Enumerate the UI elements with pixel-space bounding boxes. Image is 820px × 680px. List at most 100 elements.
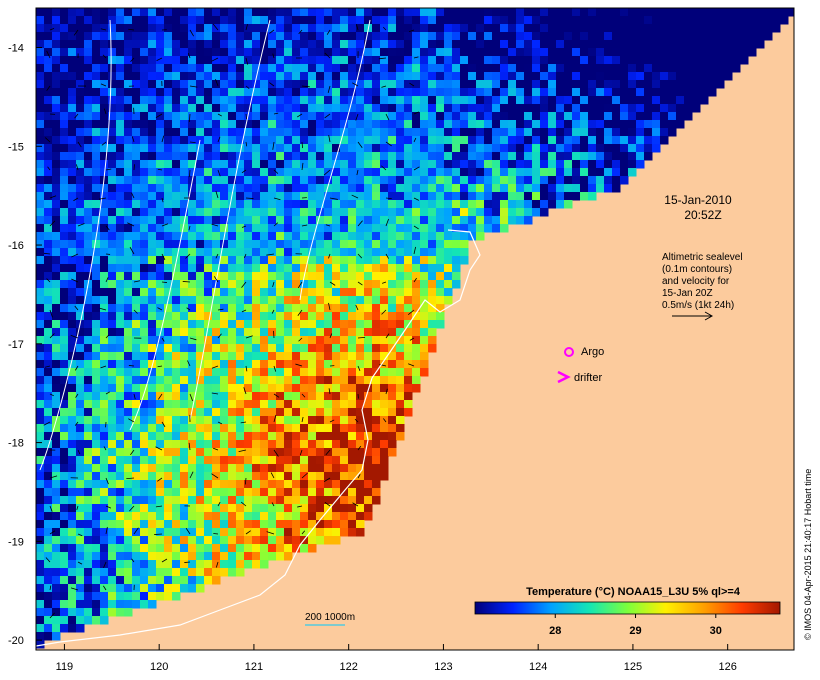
sst-pixel xyxy=(612,120,621,129)
sst-pixel xyxy=(236,560,245,569)
sst-pixel xyxy=(220,400,229,409)
sst-pixel xyxy=(124,448,133,457)
sst-pixel xyxy=(60,56,69,65)
sst-pixel xyxy=(620,8,629,17)
sst-pixel xyxy=(180,352,189,361)
lat-tick-label: -20 xyxy=(8,635,24,647)
sst-pixel xyxy=(356,400,365,409)
sst-pixel xyxy=(276,224,285,233)
sst-pixel xyxy=(220,568,229,577)
sst-pixel xyxy=(132,512,141,521)
sst-pixel xyxy=(276,392,285,401)
sst-pixel xyxy=(444,272,453,281)
sst-pixel xyxy=(436,200,445,209)
velocity-vector xyxy=(182,281,191,283)
sst-pixel xyxy=(132,208,141,217)
sst-pixel xyxy=(268,120,277,129)
velocity-vector xyxy=(357,281,363,286)
sst-pixel xyxy=(220,48,229,57)
sst-pixel xyxy=(324,192,333,201)
sst-pixel xyxy=(44,600,53,609)
sst-pixel xyxy=(132,296,141,305)
sst-pixel xyxy=(468,224,477,233)
sst-pixel xyxy=(196,536,205,545)
sst-pixel xyxy=(468,168,477,177)
sst-pixel xyxy=(276,472,285,481)
sst-pixel xyxy=(300,16,309,25)
sst-pixel xyxy=(260,472,269,481)
sst-pixel xyxy=(332,456,341,465)
sst-pixel xyxy=(404,80,413,89)
velocity-vector xyxy=(74,113,79,119)
sst-pixel xyxy=(236,408,245,417)
sst-pixel xyxy=(44,216,53,225)
sst-pixel xyxy=(92,224,101,233)
sst-pixel xyxy=(660,48,669,57)
sst-pixel xyxy=(100,528,109,537)
sst-pixel xyxy=(68,64,77,73)
sst-pixel xyxy=(244,336,253,345)
sst-pixel xyxy=(332,464,341,473)
sst-pixel xyxy=(652,96,661,105)
sst-pixel xyxy=(668,72,677,81)
sst-pixel xyxy=(252,320,261,329)
sst-pixel xyxy=(116,120,125,129)
sst-pixel xyxy=(212,216,221,225)
sst-pixel xyxy=(204,456,213,465)
sst-pixel xyxy=(52,120,61,129)
sst-pixel xyxy=(268,280,277,289)
velocity-vector xyxy=(187,53,191,59)
sst-pixel xyxy=(356,272,365,281)
velocity-vector xyxy=(381,309,387,315)
sst-pixel xyxy=(132,80,141,89)
sst-pixel xyxy=(244,80,253,89)
sst-pixel xyxy=(100,392,109,401)
sst-pixel xyxy=(124,136,133,145)
sst-pixel xyxy=(364,480,373,489)
sst-pixel xyxy=(484,72,493,81)
sst-pixel xyxy=(140,472,149,481)
sst-pixel xyxy=(692,64,701,73)
sst-pixel xyxy=(196,200,205,209)
sst-pixel xyxy=(76,424,85,433)
sst-pixel xyxy=(524,216,533,225)
sst-pixel xyxy=(604,112,613,121)
sst-pixel xyxy=(444,56,453,65)
sst-pixel xyxy=(476,24,485,33)
sst-pixel xyxy=(732,16,741,25)
sst-pixel xyxy=(316,304,325,313)
sst-pixel xyxy=(300,280,309,289)
sst-pixel xyxy=(164,328,173,337)
sst-pixel xyxy=(628,152,637,161)
sst-pixel xyxy=(76,608,85,617)
sst-pixel xyxy=(236,328,245,337)
sst-pixel xyxy=(260,448,269,457)
sst-pixel xyxy=(196,40,205,49)
sst-pixel xyxy=(44,80,53,89)
sst-pixel xyxy=(500,56,509,65)
sst-pixel xyxy=(236,424,245,433)
sst-pixel xyxy=(52,48,61,57)
sst-pixel xyxy=(292,320,301,329)
velocity-vector xyxy=(156,57,163,61)
sst-pixel xyxy=(268,424,277,433)
sst-pixel xyxy=(212,120,221,129)
sst-pixel xyxy=(516,64,525,73)
sst-pixel xyxy=(188,112,197,121)
sst-pixel xyxy=(156,224,165,233)
sst-pixel xyxy=(436,248,445,257)
sst-pixel xyxy=(260,528,269,537)
sst-pixel xyxy=(588,136,597,145)
sst-pixel xyxy=(148,528,157,537)
sst-pixel xyxy=(396,128,405,137)
sst-pixel xyxy=(52,88,61,97)
sst-pixel xyxy=(164,488,173,497)
colorbar-tick: 29 xyxy=(629,614,642,637)
drifter-legend: drifter xyxy=(557,370,602,384)
sst-pixel xyxy=(92,320,101,329)
sst-pixel xyxy=(692,32,701,41)
sst-pixel xyxy=(404,272,413,281)
sst-pixel xyxy=(60,120,69,129)
sst-pixel xyxy=(236,168,245,177)
sst-pixel xyxy=(172,208,181,217)
